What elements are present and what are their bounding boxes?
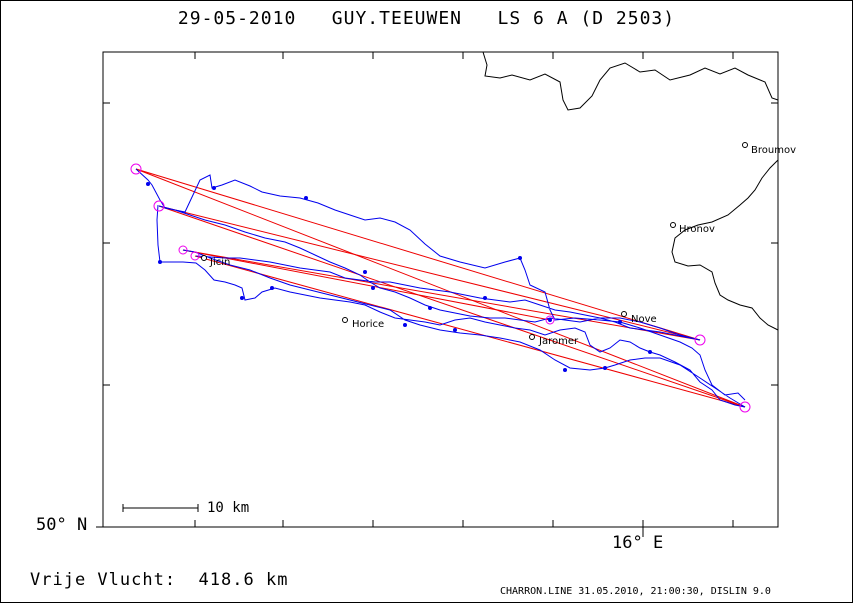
- longitude-label: 16° E: [612, 533, 664, 553]
- turnpoint-4: [739, 401, 751, 413]
- axis-ticks: [96, 52, 778, 537]
- program-info: CHARRON.LINE 31.05.2010, 21:00:30, DISLI…: [500, 586, 771, 597]
- town-marker-jaromer: [529, 334, 535, 340]
- task-lines: [135, 168, 746, 408]
- flight-date: 29-05-2010: [177, 8, 297, 29]
- town-label-nove: Nove: [631, 314, 657, 325]
- flight-distance-value: 418.6 km: [198, 570, 289, 590]
- track-fixes: [146, 182, 652, 372]
- town-label-jicin: Jicin: [209, 257, 230, 268]
- latitude-label: 50° N: [36, 515, 88, 535]
- country-border: [482, 51, 779, 331]
- town-label-hronov: Hronov: [679, 224, 715, 235]
- turnpoint-6: [190, 251, 200, 261]
- plot-area: [102, 51, 779, 528]
- town-marker-horice: [342, 317, 348, 323]
- turnpoints: [130, 163, 751, 413]
- town-marker-broumov: [742, 142, 748, 148]
- pilot-name: GUY.TEEUWEN: [331, 8, 463, 29]
- turnpoint-1: [130, 163, 142, 175]
- scale-bar: [122, 504, 199, 512]
- flight-distance: Vrije Vlucht: 418.6 km: [30, 570, 288, 590]
- town-marker-jicin: [201, 255, 207, 261]
- turnpoint-7: [545, 315, 555, 325]
- scale-bar-label: 10 km: [207, 500, 250, 516]
- flight-track: [135, 168, 746, 408]
- flight-distance-label: Vrije Vlucht:: [30, 570, 177, 590]
- town-label-jaromer: Jaromer: [538, 336, 579, 347]
- town-label-broumov: Broumov: [751, 145, 796, 156]
- town-marker-nove: [621, 311, 627, 317]
- turnpoint-3: [694, 334, 706, 346]
- town-marker-hronov: [670, 222, 676, 228]
- turnpoint-5: [178, 245, 188, 255]
- glider-id: LS 6 A (D 2503): [497, 8, 676, 29]
- town-label-horice: Horice: [352, 319, 384, 330]
- turnpoint-2: [153, 200, 165, 212]
- plot-title: 29-05-2010 GUY.TEEUWEN LS 6 A (D 2503): [0, 8, 853, 29]
- town-markers: [201, 142, 748, 340]
